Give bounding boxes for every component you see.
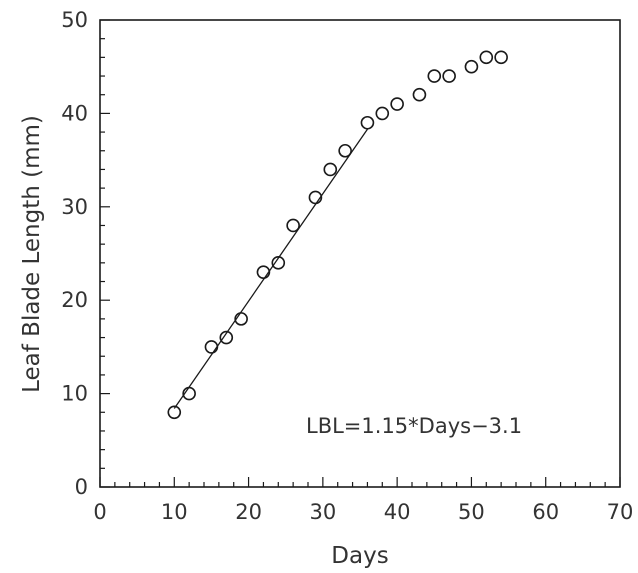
data-point	[427, 69, 442, 83]
x-axis-title: Days	[331, 543, 388, 569]
data-point	[286, 218, 300, 233]
x-tick-label: 70	[607, 500, 634, 524]
data-point	[256, 265, 271, 279]
data-point	[390, 97, 404, 111]
data-point	[360, 115, 375, 130]
y-tick-label: 40	[61, 101, 88, 125]
x-axis-ticks: 0 10 20 30 40 50 60 70	[93, 477, 633, 524]
y-tick-label: 10	[61, 382, 88, 406]
data-point	[308, 190, 323, 205]
y-tick-label: 50	[61, 8, 88, 32]
data-point	[375, 106, 390, 121]
data-point	[271, 256, 286, 270]
data-point	[323, 162, 338, 177]
fit-equation: LBL=1.15*Days−3.1	[306, 414, 522, 438]
x-tick-label: 10	[161, 500, 188, 524]
data-point	[182, 386, 196, 401]
data-point	[412, 87, 427, 102]
y-tick-label: 20	[61, 288, 88, 312]
x-tick-label: 60	[532, 500, 559, 524]
plot-frame	[99, 19, 621, 488]
x-tick-label: 40	[384, 500, 411, 524]
data-point	[442, 69, 456, 83]
y-tick-label: 30	[61, 195, 88, 219]
x-tick-label: 30	[309, 500, 336, 524]
data-point	[338, 143, 352, 158]
data-point	[219, 330, 234, 345]
data-point	[464, 59, 479, 74]
x-tick-label: 0	[93, 500, 106, 524]
data-point	[494, 50, 508, 65]
y-tick-label: 0	[75, 475, 88, 499]
fit-line	[173, 128, 368, 409]
data-point	[167, 405, 182, 420]
y-axis-title: Leaf Blade Length (mm)	[19, 115, 45, 393]
y-axis-ticks: 0 10 20 30 40 50	[61, 8, 110, 499]
data-points	[167, 50, 508, 420]
data-point	[204, 340, 219, 354]
x-tick-label: 50	[458, 500, 485, 524]
data-point	[479, 50, 494, 65]
x-tick-label: 20	[235, 500, 262, 524]
data-point	[234, 312, 248, 326]
